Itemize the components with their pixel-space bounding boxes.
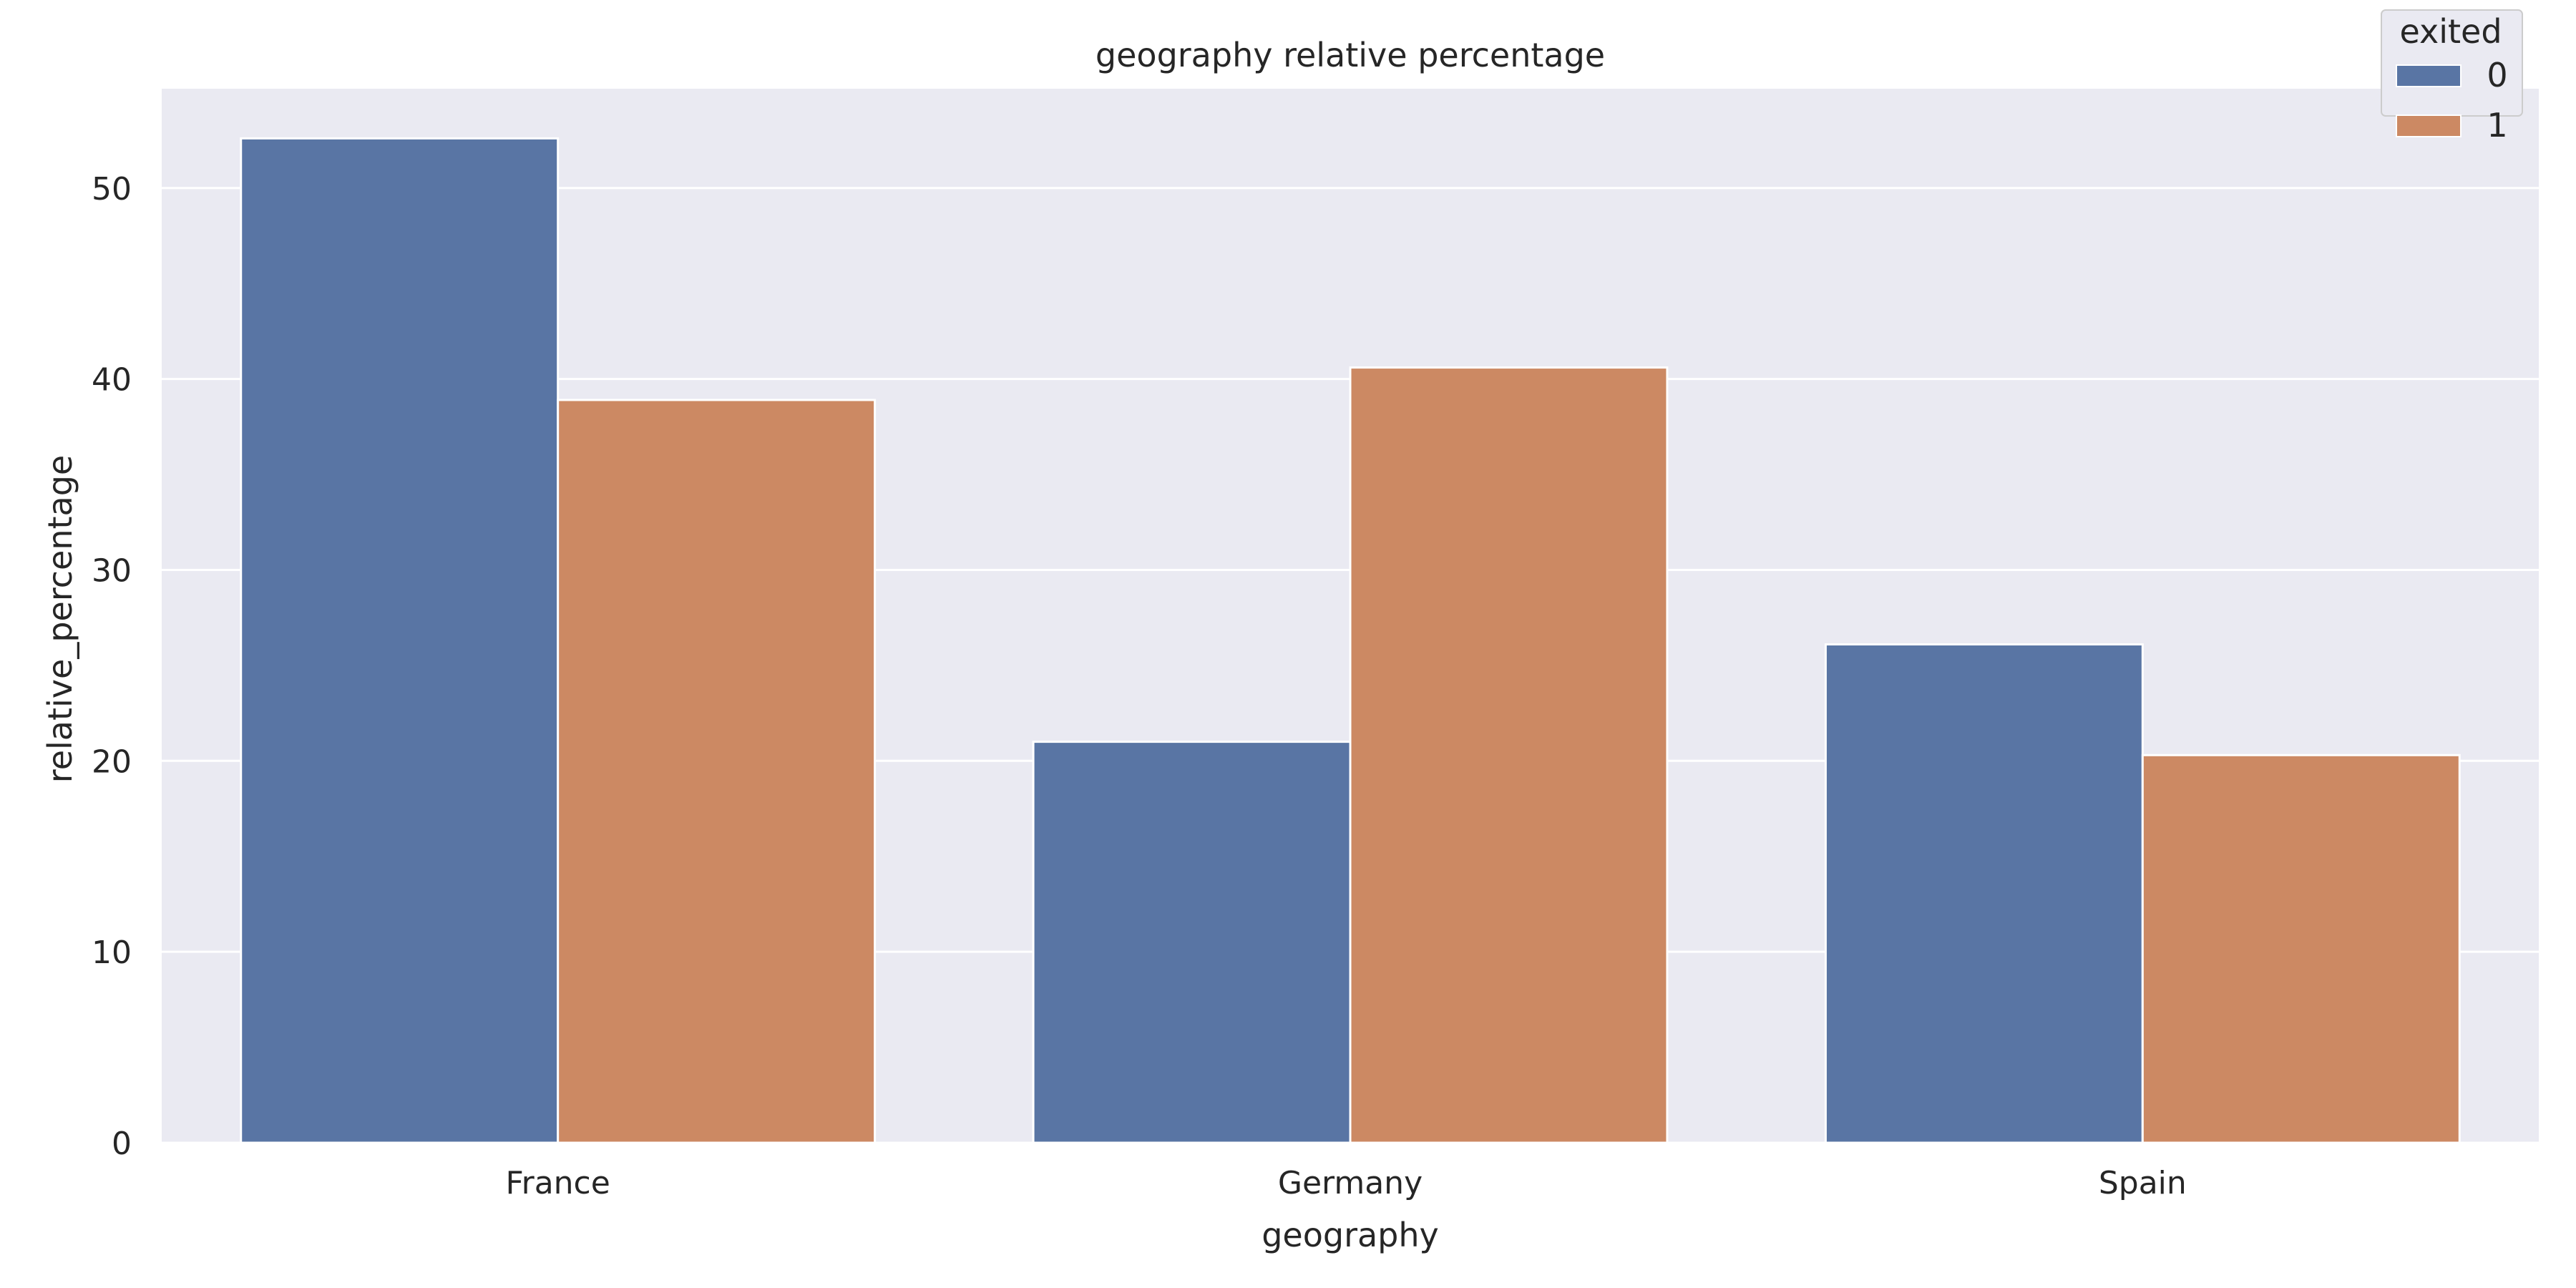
x-axis-label: geography: [1262, 1216, 1439, 1254]
x-tick-label: Spain: [2099, 1165, 2187, 1201]
x-axis-ticks: France Germany Spain: [506, 1165, 2187, 1201]
y-tick-label: 0: [112, 1126, 132, 1162]
x-tick-label: Germany: [1278, 1165, 1423, 1201]
legend-label-0: 0: [2487, 56, 2507, 94]
legend: exited 01: [2381, 9, 2523, 145]
legend-swatch-1: [2396, 114, 2462, 137]
y-tick-label: 30: [92, 552, 132, 589]
bar-germany-exited-0: [1032, 741, 1352, 1144]
chart-title: geography relative percentage: [1096, 36, 1605, 74]
y-axis-ticks: 0 10 20 30 40 50: [92, 171, 132, 1162]
bar-france-exited-1: [557, 399, 877, 1144]
legend-title: exited: [2399, 12, 2502, 51]
bar-spain-exited-1: [2141, 753, 2461, 1144]
bar-spain-exited-0: [1824, 643, 2144, 1144]
legend-label-1: 1: [2487, 106, 2507, 145]
y-tick-label: 20: [92, 743, 132, 780]
legend-items: 01: [2396, 56, 2508, 145]
y-axis-label: relative_percentage: [41, 455, 79, 783]
y-tick-label: 50: [92, 171, 132, 208]
y-tick-label: 10: [92, 935, 132, 971]
x-tick-label: France: [506, 1165, 610, 1201]
y-tick-label: 40: [92, 362, 132, 399]
bars-layer: [240, 137, 2461, 1144]
legend-swatch-0: [2396, 64, 2462, 87]
bar-france-exited-0: [240, 137, 560, 1144]
bar-germany-exited-1: [1349, 366, 1669, 1144]
